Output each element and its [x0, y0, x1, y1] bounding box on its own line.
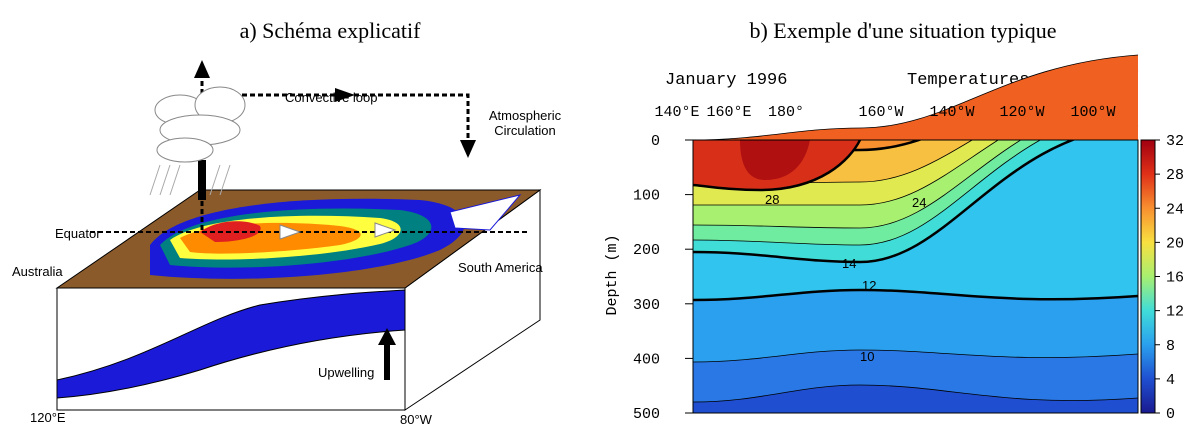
colorbar-tick-label: 32 — [1166, 133, 1184, 150]
x-tick-label: 180° — [768, 104, 804, 121]
colorbar-tick-label: 20 — [1166, 235, 1184, 252]
x-tick-label: 160°W — [858, 104, 903, 121]
contour-line — [692, 123, 1139, 264]
label: Australia — [12, 264, 63, 279]
colorbar-tick-label: 24 — [1166, 201, 1184, 218]
trade-wind-arrow — [374, 222, 397, 238]
arrow — [198, 160, 206, 200]
contour-label: 12 — [862, 278, 876, 293]
contour-label: 28 — [765, 192, 779, 207]
y-tick-label: 0 — [651, 133, 660, 150]
label: Circulation — [494, 123, 555, 138]
upwelling-arrow — [378, 328, 396, 345]
arrow — [194, 60, 210, 78]
contour-label: 10 — [860, 349, 874, 364]
rain — [149, 164, 231, 196]
panel-b-title: b) Exemple d'une situation typique — [749, 18, 1056, 43]
trade-wind-arrow — [279, 224, 302, 240]
y-axis-label: Depth (m) — [604, 234, 621, 315]
contour-line — [692, 54, 1139, 141]
band — [693, 55, 1138, 140]
cloud — [154, 86, 246, 163]
x-tick-label: 140°W — [929, 104, 974, 121]
y-tick-label: 100 — [633, 188, 660, 205]
colorbar-tick-label: 12 — [1166, 304, 1184, 321]
contour-line — [692, 139, 862, 192]
arrow — [460, 140, 476, 158]
upwelling-arrow — [384, 340, 390, 380]
x-tick-label: 160°E — [706, 104, 751, 121]
label: Convective loop — [285, 90, 378, 105]
panel-a-title: a) Schéma explicatif — [240, 18, 421, 43]
label: Upwelling — [318, 365, 374, 380]
colorbar — [1140, 139, 1156, 414]
contour-label: 24 — [912, 195, 926, 210]
band — [740, 140, 810, 180]
y-tick-label: 500 — [633, 406, 660, 423]
upwelling-area — [449, 194, 522, 231]
colorbar-tick-label: 16 — [1166, 270, 1184, 287]
x-tick-label: 120°W — [999, 104, 1044, 121]
panel-a: a) Schéma explicatif Convective loop Atm… — [12, 18, 562, 425]
y-tick-label: 400 — [633, 351, 660, 368]
plot-frame — [692, 139, 1139, 414]
contour-label: 14 — [842, 256, 856, 271]
colorbar-tick-label: 8 — [1166, 338, 1175, 355]
contour-line — [692, 384, 1139, 403]
colorbar-tick-label: 28 — [1166, 167, 1184, 184]
label: Atmospheric — [489, 108, 562, 123]
panel-b: b) Exemple d'une situation typique Janua… — [604, 18, 1184, 423]
contour-line — [692, 349, 1139, 363]
label: Equator — [55, 226, 101, 241]
label: 120°E — [30, 410, 66, 425]
contour-field — [692, 54, 1139, 414]
arrow — [335, 88, 355, 102]
y-tick-label: 200 — [633, 242, 660, 259]
x-tick-label: 140°E — [654, 104, 699, 121]
y-tick-label: 300 — [633, 297, 660, 314]
x-tick-label: 100°W — [1070, 104, 1115, 121]
date-label: January 1996 — [665, 71, 787, 90]
label: 80°W — [400, 412, 433, 425]
colorbar-tick-label: 4 — [1166, 372, 1175, 389]
label: South America — [458, 260, 543, 275]
contour-line — [692, 288, 1139, 302]
colorbar-tick-label: 0 — [1166, 406, 1175, 423]
